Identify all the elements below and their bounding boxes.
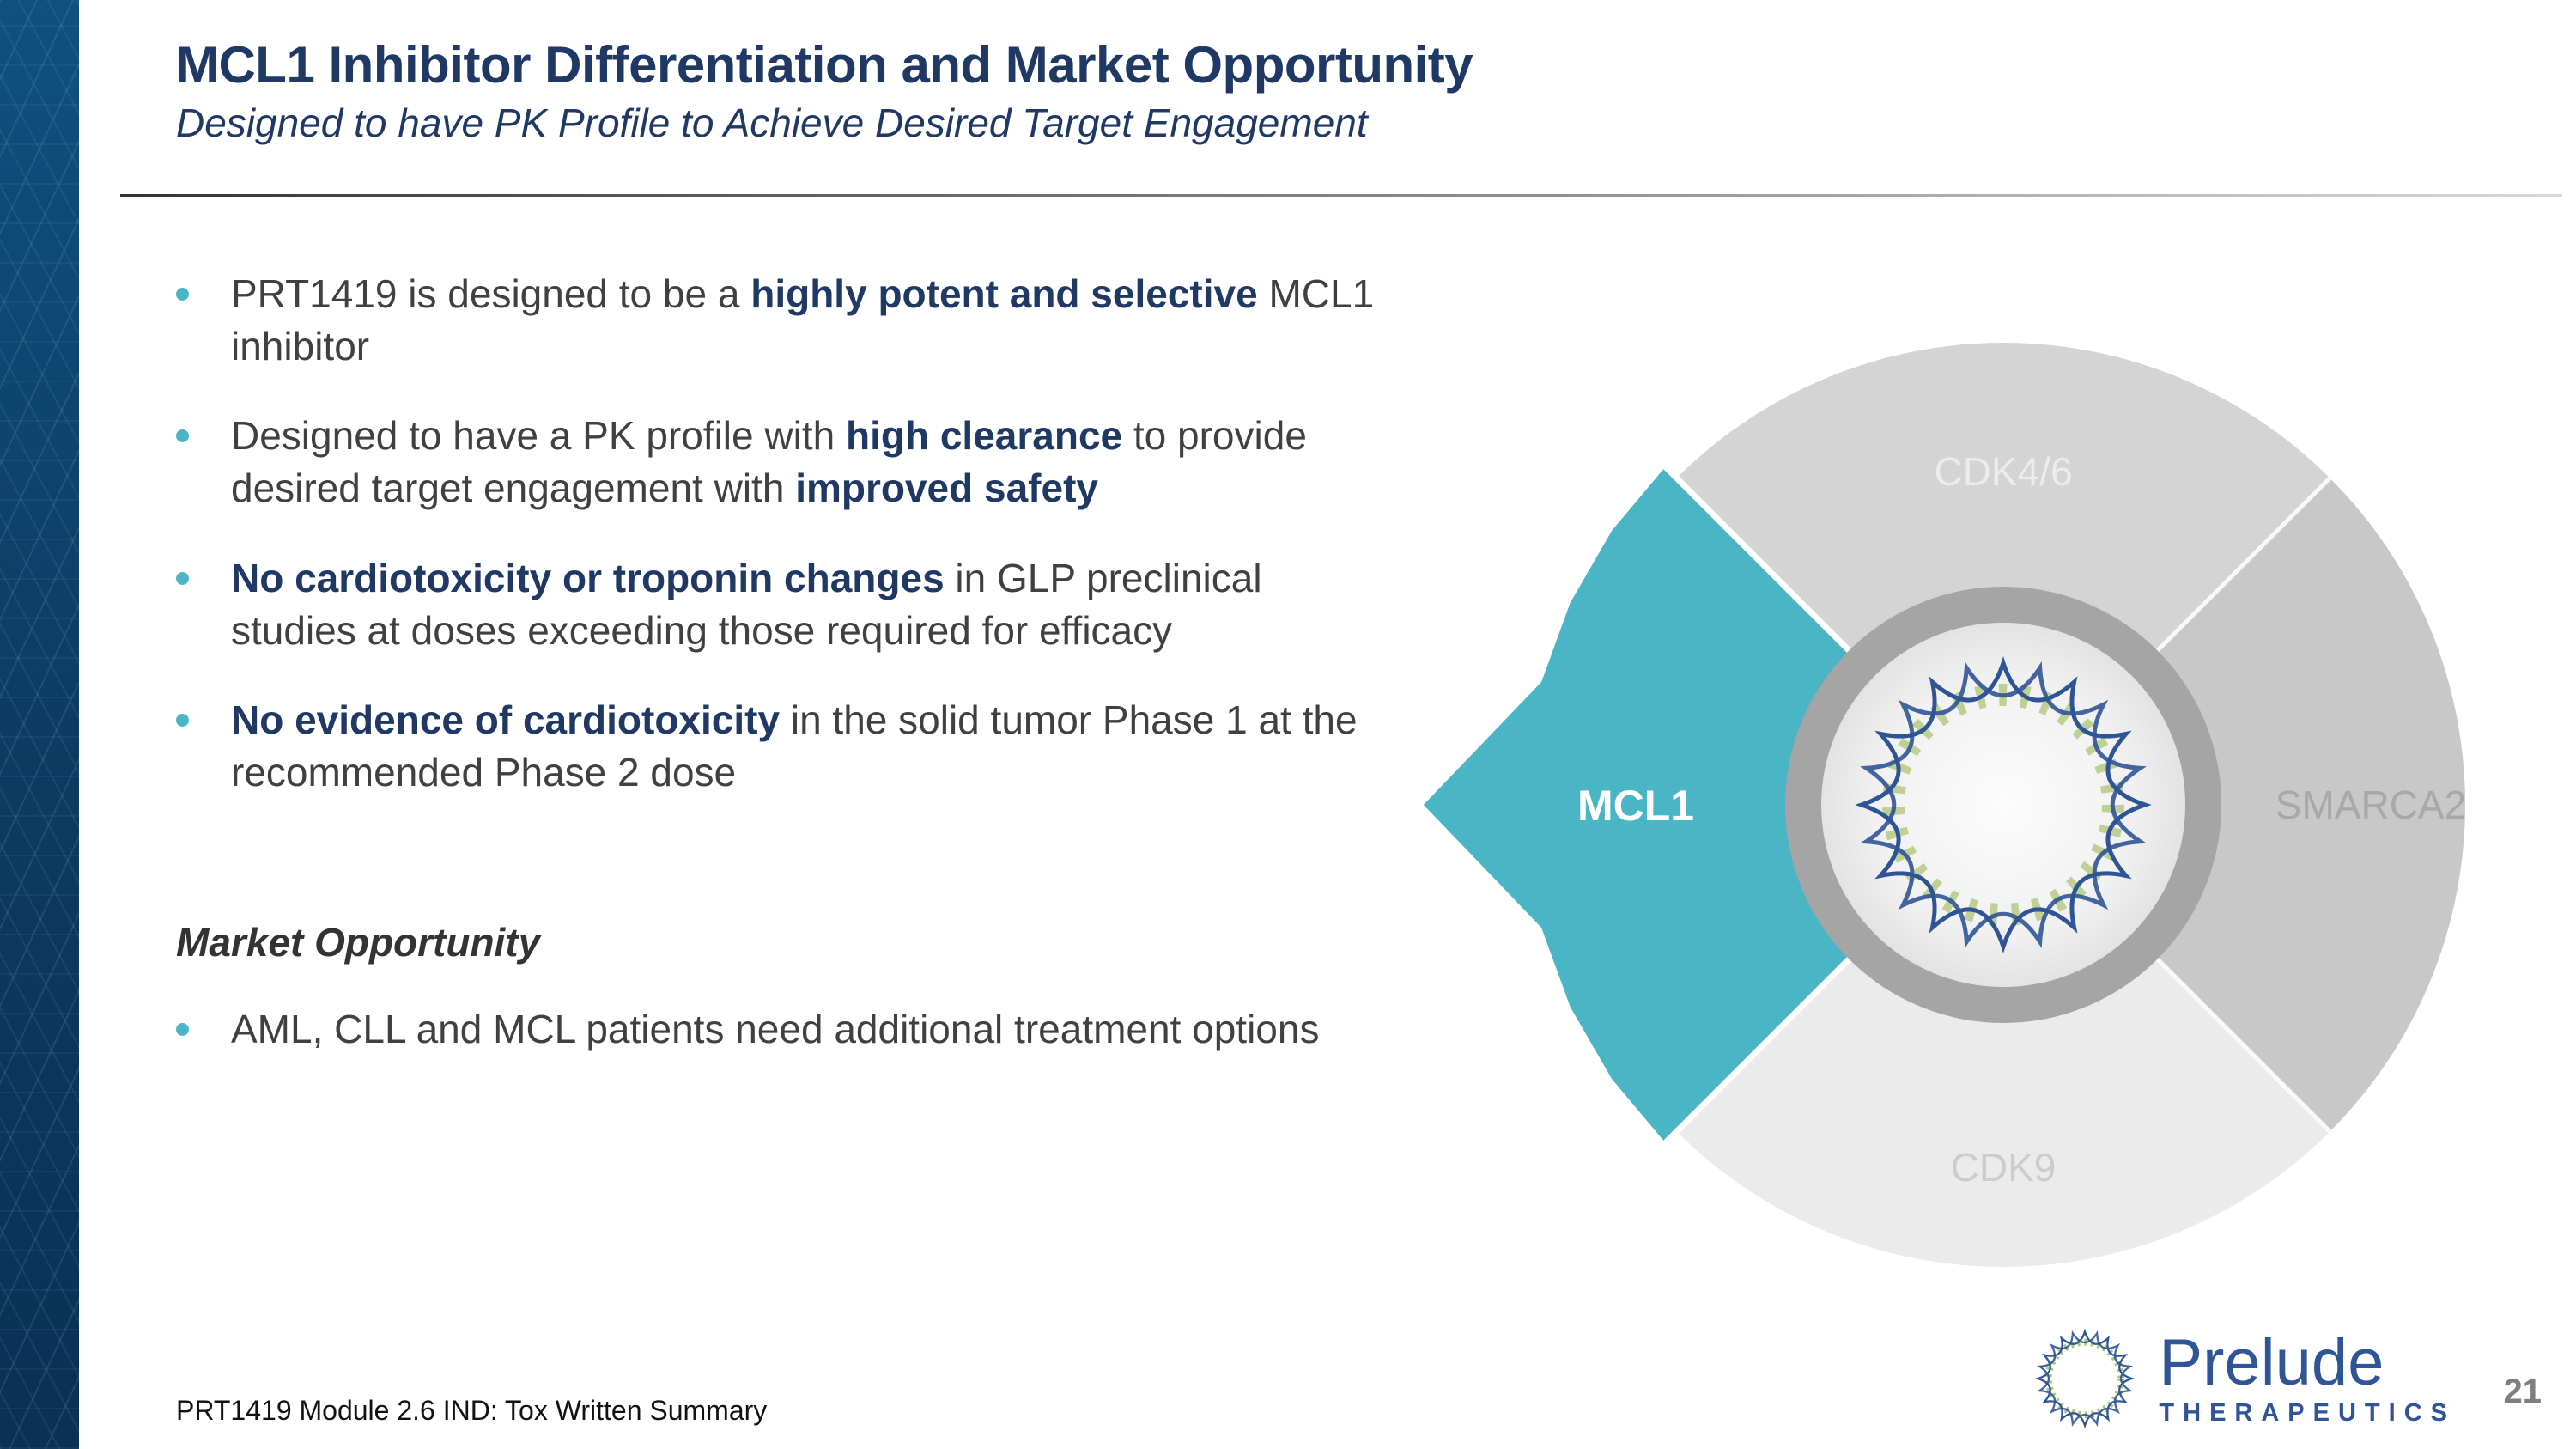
title-divider bbox=[120, 194, 2562, 197]
bullet-item: No cardiotoxicity or troponin changes in… bbox=[176, 552, 1382, 656]
key-points-list: PRT1419 is designed to be a highly poten… bbox=[176, 268, 1382, 799]
target-landscape-donut-diagram: CDK4/6 SMARCA2 CDK9 MCL1 bbox=[1416, 343, 2466, 1267]
page-title: MCL1 Inhibitor Differentiation and Marke… bbox=[176, 36, 1473, 94]
page-number: 21 bbox=[2503, 1373, 2543, 1410]
bullet-text: Designed to have a PK profile with high … bbox=[231, 413, 1307, 511]
mcl1-arrow-segment bbox=[1416, 461, 2007, 1148]
brand-subname: THERAPEUTICS bbox=[2159, 1398, 2456, 1427]
footer-text: PRT1419 Module 2.6 IND: Tox Written Summ… bbox=[176, 1395, 768, 1426]
bullet-dot-icon bbox=[176, 571, 189, 585]
center-disc bbox=[1821, 623, 2185, 987]
bullet-text: AML, CLL and MCL patients need additiona… bbox=[231, 1007, 1320, 1051]
bullet-text: PRT1419 is designed to be a highly poten… bbox=[231, 271, 1375, 368]
bullet-item: Designed to have a PK profile with high … bbox=[176, 410, 1382, 514]
left-decorative-band bbox=[0, 0, 79, 1449]
brand-name: Prelude bbox=[2159, 1325, 2385, 1399]
circular-dna-icon bbox=[1855, 656, 2152, 953]
bullet-dot-icon bbox=[176, 1023, 189, 1036]
logo-text: Prelude THERAPEUTICS bbox=[2159, 1330, 2456, 1428]
bullet-item: PRT1419 is designed to be a highly poten… bbox=[176, 268, 1382, 372]
donut-segment-cdk9 bbox=[1676, 805, 2330, 1267]
bullet-text: No cardiotoxicity or troponin changes in… bbox=[231, 555, 1262, 653]
page-subtitle: Designed to have PK Profile to Achieve D… bbox=[176, 100, 1368, 146]
inner-ring bbox=[1785, 587, 2221, 1023]
label-cdk9: CDK9 bbox=[1951, 1145, 2057, 1190]
bullet-item: AML, CLL and MCL patients need additiona… bbox=[176, 1003, 1319, 1056]
donut-segment-smarca2 bbox=[2003, 478, 2465, 1132]
bullet-dot-icon bbox=[176, 429, 189, 443]
label-mcl1: MCL1 bbox=[1577, 782, 1694, 830]
header: MCL1 Inhibitor Differentiation and Marke… bbox=[176, 36, 2542, 146]
label-smarca2: SMARCA2 bbox=[2275, 782, 2466, 827]
label-cdk46: CDK4/6 bbox=[1934, 449, 2072, 494]
segment-divider-lines bbox=[1674, 476, 2332, 1134]
bullet-dot-icon bbox=[176, 288, 189, 301]
market-opportunity-list: AML, CLL and MCL patients need additiona… bbox=[176, 1003, 1319, 1056]
bullet-dot-icon bbox=[176, 714, 189, 728]
prelude-logo: Prelude THERAPEUTICS bbox=[2028, 1322, 2456, 1435]
bullet-item: No evidence of cardiotoxicity in the sol… bbox=[176, 694, 1382, 798]
market-opportunity-section: Market Opportunity AML, CLL and MCL pati… bbox=[176, 919, 1319, 1056]
donut-segment-cdk46 bbox=[1676, 343, 2330, 805]
market-opportunity-heading: Market Opportunity bbox=[176, 920, 541, 965]
prelude-star-icon bbox=[2035, 1328, 2136, 1429]
bullet-text: No evidence of cardiotoxicity in the sol… bbox=[231, 697, 1358, 795]
